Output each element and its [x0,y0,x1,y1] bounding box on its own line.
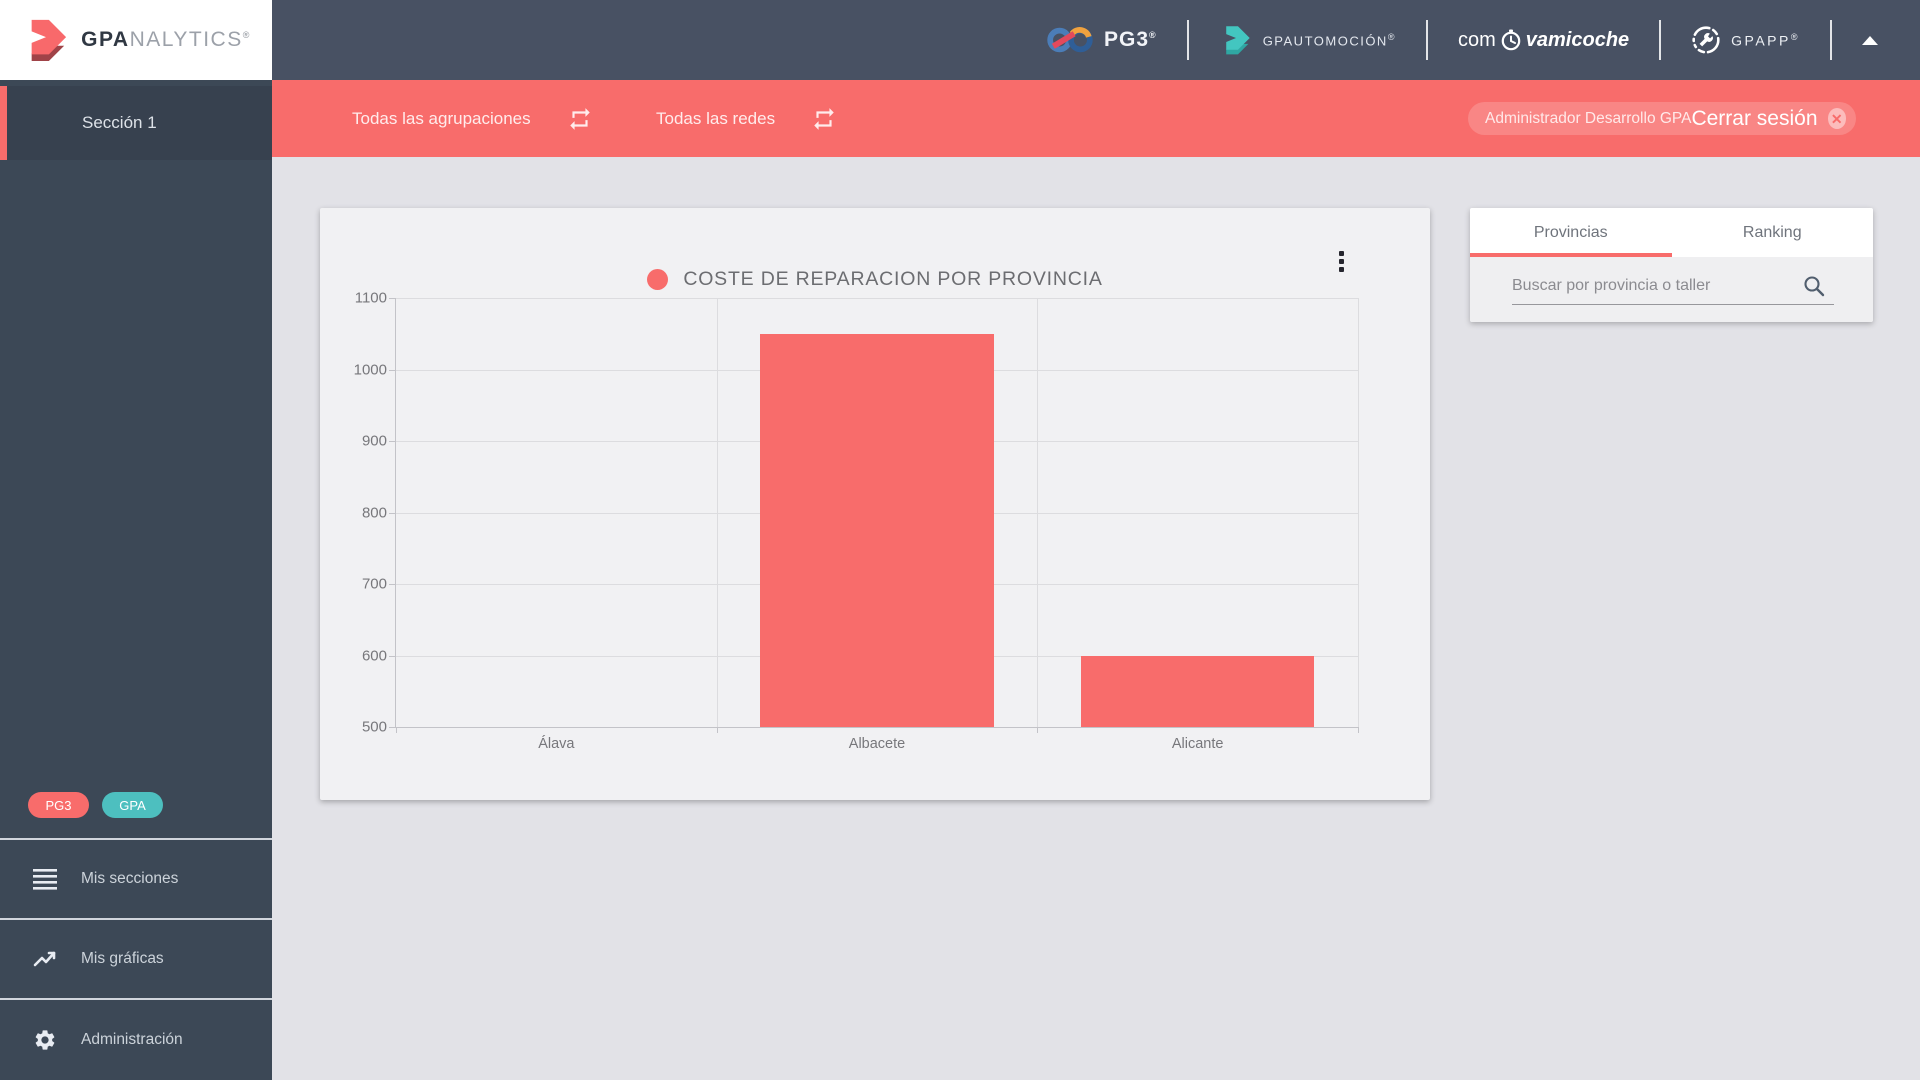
chart-card: COSTE DE REPARACION POR PROVINCIA 500 600… [320,208,1430,800]
pg3-logo: PG3® [1046,25,1157,55]
y-axis-tick-label: 600 [361,647,387,664]
user-name: Administrador Desarrollo GPA [1485,109,1692,127]
x-axis-category-label: Alicante [1171,736,1224,752]
kebab-menu-icon[interactable] [1332,246,1350,276]
wrench-circle-icon [1692,26,1720,54]
filter-redes[interactable]: Todas las redes [656,80,837,157]
sidebar: Sección 1 PG3 GPA Mis secciones [0,80,272,1080]
y-axis-tick-label: 1100 [354,289,387,307]
filter-toolbar: Todas las agrupaciones Todas las redes A… [272,80,1920,157]
sidebar-menu: Mis secciones Mis gráficas Administració… [0,840,272,1080]
logout-button[interactable]: Cerrar sesión [1691,106,1818,130]
y-axis-tick-label: 900 [361,432,387,450]
header-divider [1425,20,1428,60]
bar-albacete[interactable] [760,333,994,727]
brand-wordmark: GPANALYTICS® [81,28,251,51]
comvamicoche-post: vamicoche [1525,28,1630,51]
gpanalytics-logo: GPANALYTICS® [0,0,272,80]
search-field [1512,267,1834,305]
chart-header: COSTE DE REPARACION POR PROVINCIA [320,268,1430,291]
user-session-pill: Administrador Desarrollo GPA Cerrar sesi… [1468,102,1856,135]
sidebar-item-label: Mis gráficas [81,950,164,967]
legend-dot [647,269,669,290]
swap-icon[interactable] [567,106,593,132]
y-axis-tick-label: 500 [361,718,387,736]
sidebar-badges: PG3 GPA [0,792,272,822]
active-tab-indicator [1470,253,1672,257]
plot-area: 500 600 700 800 900 1000 1100 Álava Albacete Alic… [354,290,1359,752]
filter-label: Todas las redes [656,108,776,128]
tab-provincias[interactable]: Provincias [1533,223,1608,241]
filter-agrupaciones[interactable]: Todas las agrupaciones [352,80,593,157]
clock-icon [1501,29,1521,51]
gpapp-logo: GPAPP® [1691,25,1800,55]
tab-ranking[interactable]: Ranking [1742,223,1802,241]
header-divider [1830,20,1832,60]
x-axis-category-label: Álava [538,736,575,752]
sidebar-item-mis-secciones[interactable]: Mis secciones [0,840,272,920]
sidebar-divider [0,838,272,840]
close-circle-icon[interactable]: ✕ [1827,108,1846,129]
gpapp-label: GPAPP® [1731,31,1800,49]
gpautomocion-logo: GPAUTOMOCIÓN® [1219,25,1396,55]
filter-label: Todas las agrupaciones [352,108,531,128]
x-axis-category-label: Albacete [848,736,906,752]
badge-pg3[interactable]: PG3 [28,792,89,818]
y-axis-tick-label: 1000 [353,361,387,378]
sidebar-item-label: Mis secciones [81,870,179,887]
header-divider [1659,20,1662,60]
side-panel: Provincias Ranking [1470,208,1873,322]
header-logo-strip: PG3® GPAUTOMOCIÓN® com vamicoche [1046,0,1878,80]
panel-tabbar: Provincias Ranking [1470,208,1873,257]
gear-icon [35,1030,55,1050]
line-chart-icon [33,951,56,967]
search-input[interactable] [1512,267,1834,304]
list-icon [33,869,57,890]
sidebar-item-mis-graficas[interactable]: Mis gráficas [0,920,272,1000]
header-divider [1186,20,1189,60]
sidebar-item-label: Administración [81,1031,183,1048]
pg3-infinity-icon [1047,27,1093,53]
comvamicoche-pre: com [1457,28,1496,51]
gpanalytics-arrow-icon [31,19,67,62]
gpautomocion-label: GPAUTOMOCIÓN® [1262,31,1396,49]
comvamicoche-logo: com vamicoche [1458,28,1629,52]
gpautomocion-arrow-icon [1225,26,1250,55]
sidebar-item-administracion[interactable]: Administración [0,1000,272,1080]
sidebar-item-seccion-1[interactable]: Sección 1 [0,86,272,160]
panel-body [1470,257,1873,322]
search-icon[interactable] [1802,274,1826,298]
top-header: GPANALYTICS® PG3® GPAUTOMOCIÓN® [0,0,1920,80]
bar-alicante[interactable] [1081,656,1315,727]
sidebar-section-label: Sección 1 [82,113,157,132]
y-axis-tick-label: 800 [361,504,387,521]
pg3-label: PG3® [1104,28,1157,51]
y-axis-tick-label: 700 [361,575,387,593]
swap-icon[interactable] [811,106,837,132]
badge-gpa[interactable]: GPA [102,792,163,818]
main-content: COSTE DE REPARACION POR PROVINCIA 500 600… [272,157,1920,1080]
chart-title: COSTE DE REPARACION POR PROVINCIA [683,268,1103,290]
collapse-caret-icon[interactable] [1862,35,1878,45]
